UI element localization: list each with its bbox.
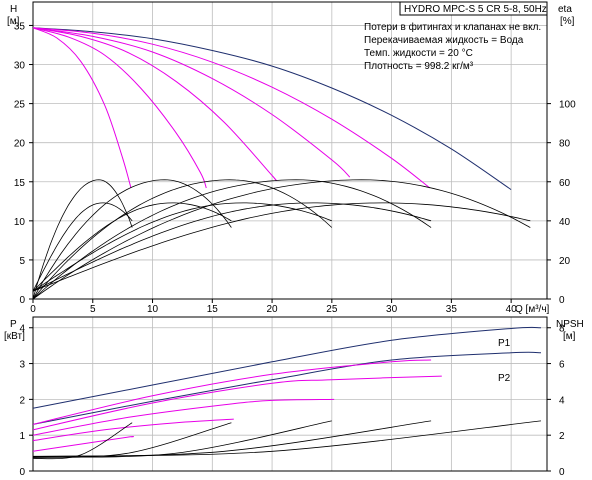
- npsh-axis-label: NPSH: [556, 319, 584, 330]
- power-grid: [33, 317, 547, 471]
- npsh-y-tick-label: 8: [559, 324, 565, 335]
- npsh-y-tick-label: 6: [559, 360, 565, 371]
- efficiency-curve: [32, 179, 133, 300]
- head-curves: [32, 27, 531, 300]
- power-curves: [32, 326, 542, 460]
- power-curve: [32, 359, 432, 425]
- head-x-tick-label: 35: [446, 304, 458, 315]
- power-plot-frame: [32, 316, 548, 472]
- head-y-tick-label: 10: [14, 217, 26, 228]
- head-curve: [32, 27, 431, 189]
- system-curve: [32, 202, 133, 292]
- npsh-y-tick-label: 0: [559, 467, 565, 478]
- power-y-tick-label: 1: [19, 431, 25, 442]
- flow-axis-label: Q [м³/ч]: [515, 304, 550, 315]
- head-plot-frame: [32, 1, 548, 300]
- head-axis-unit: [м]: [7, 16, 20, 27]
- power-y-tick-label: 4: [19, 324, 25, 335]
- head-y-tick-label: 25: [14, 100, 26, 111]
- eta-y-tick-label: 20: [559, 256, 571, 267]
- system-curve: [32, 202, 531, 292]
- note-fittings: Потери в фитингах и клапанах не вкл.: [364, 21, 541, 33]
- npsh-curve: [32, 420, 332, 458]
- head-x-tick-label: 20: [267, 304, 279, 315]
- title-box-frame: [399, 1, 548, 16]
- head-axis-label: H: [10, 4, 17, 15]
- eta-axis-label: eta: [558, 4, 572, 15]
- npsh-axis-unit: [м]: [563, 331, 576, 342]
- efficiency-curve: [32, 179, 432, 300]
- system-curve: [32, 202, 432, 292]
- head-y-tick-label: 30: [14, 61, 26, 72]
- head-curve: [32, 27, 132, 189]
- head-curve: [32, 27, 351, 178]
- series-label-p1: P1: [498, 338, 511, 349]
- chart-title: HYDRO MPC-S 5 CR 5-8, 50Hz: [404, 4, 547, 15]
- efficiency-curve: [32, 179, 232, 300]
- system-curve: [32, 202, 232, 292]
- eta-y-tick-label: 60: [559, 178, 571, 189]
- eta-axis-unit: [%]: [560, 16, 575, 27]
- head-y-tick-label: 0: [19, 295, 25, 306]
- head-x-tick-label: 40: [506, 304, 518, 315]
- power-curve: [32, 418, 234, 442]
- npsh-curve: [32, 420, 542, 457]
- head-y-tick-label: 5: [19, 256, 25, 267]
- title-box: HYDRO MPC-S 5 CR 5-8, 50Hz: [399, 1, 548, 16]
- npsh-curve: [32, 422, 133, 460]
- efficiency-curve: [32, 179, 333, 300]
- series-label-p2: P2: [498, 373, 511, 384]
- power-curve: [32, 398, 335, 436]
- power-y-tick-label: 2: [19, 395, 25, 406]
- power-axis-unit: [кВт]: [4, 331, 25, 342]
- power-curve: [32, 375, 442, 431]
- head-x-tick-label: 15: [207, 304, 219, 315]
- head-y-tick-label: 15: [14, 178, 26, 189]
- eta-y-tick-label: 0: [559, 295, 565, 306]
- note-liquid: Перекачиваемая жидкость = Вода: [364, 35, 524, 46]
- head-x-tick-label: 25: [326, 304, 338, 315]
- note-temperature: Темп. жидкости = 20 °C: [364, 48, 473, 59]
- head-curve: [32, 27, 207, 189]
- head-x-tick-label: 5: [90, 304, 96, 315]
- eta-y-tick-label: 80: [559, 139, 571, 150]
- notes-box: Потери в фитингах и клапанах не вкл. Пер…: [364, 21, 541, 72]
- power-y-tick-label: 0: [19, 467, 25, 478]
- head-y-tick-label: 20: [14, 139, 26, 150]
- power-curve-p2: [32, 351, 542, 425]
- note-density: Плотность = 998.2 кг/м³: [364, 61, 474, 72]
- power-axes: 0 1 2 3 4 0 2 4 6 8: [19, 324, 565, 478]
- head-panel: 0 5 10 15 20 25 30 35 40 0 5 10 15 20 25 30 35 0 20 40 60 80 1…: [7, 1, 576, 315]
- head-curve: [32, 27, 512, 191]
- head-x-tick-label: 0: [30, 304, 36, 315]
- eta-y-tick-label: 100: [559, 100, 576, 111]
- power-axis-label: P: [10, 319, 17, 330]
- npsh-curve: [32, 422, 232, 458]
- efficiency-curve: [32, 179, 531, 300]
- eta-y-tick-label: 40: [559, 217, 571, 228]
- head-axes: 0 5 10 15 20 25 30 35 40 0 5 10 15 20 25 30 35 0 20 40 60 80 1…: [14, 21, 576, 315]
- head-x-tick-label: 10: [147, 304, 159, 315]
- head-curve: [32, 27, 277, 181]
- power-panel: 0 1 2 3 4 0 2 4 6 8 P [кВт] NPSH [м] P1 P2: [4, 316, 584, 478]
- system-curve: [32, 202, 332, 292]
- power-curve-p1: [32, 326, 542, 409]
- head-y-tick-label: 35: [14, 21, 26, 32]
- head-x-tick-label: 30: [386, 304, 398, 315]
- npsh-y-tick-label: 2: [559, 431, 565, 442]
- head-grid: [33, 2, 547, 299]
- power-y-tick-label: 3: [19, 360, 25, 371]
- npsh-y-tick-label: 4: [559, 395, 565, 406]
